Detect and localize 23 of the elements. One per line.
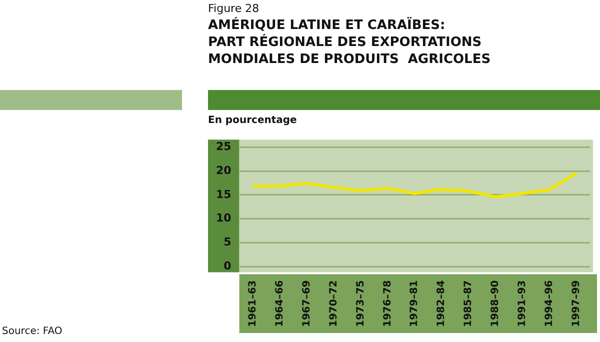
x-tick-label: 1997–99	[571, 280, 582, 327]
x-tick-label: 1961–63	[247, 280, 258, 327]
source-note: Source: FAO	[2, 326, 62, 337]
y-tick-label: 5	[224, 236, 232, 249]
x-tick-label: 1994–96	[544, 280, 556, 327]
x-tick-label: 1964–66	[274, 280, 286, 327]
x-tick-label: 1982–84	[436, 280, 448, 327]
chart-title: AMÉRIQUE LATINE ET CARAÏBES: PART RÉGIONALE DES EXPORTATIONS MONDIALES DE PRODUITS AGRICOLES	[208, 17, 492, 68]
x-tick-label: 1979–81	[409, 280, 420, 327]
y-tick-label: 10	[216, 212, 232, 225]
chart-subtitle: Figure 28	[208, 2, 260, 15]
y-axis-title: En pourcentage	[208, 115, 297, 126]
y-tick-label: 0	[224, 259, 232, 272]
x-tick-label: 1985–87	[463, 280, 474, 327]
x-tick-label: 1988–90	[490, 280, 502, 327]
y-tick-label: 20	[216, 164, 232, 177]
x-tick-label: 1976–78	[382, 280, 394, 327]
x-tick-label: 1973–75	[355, 280, 366, 327]
x-tick-label: 1967–69	[301, 280, 312, 327]
x-tick-label: 1991–93	[517, 280, 528, 327]
x-tick-label: 1970–72	[328, 280, 340, 327]
y-tick-label: 25	[216, 140, 232, 154]
y-tick-label: 15	[216, 188, 232, 201]
